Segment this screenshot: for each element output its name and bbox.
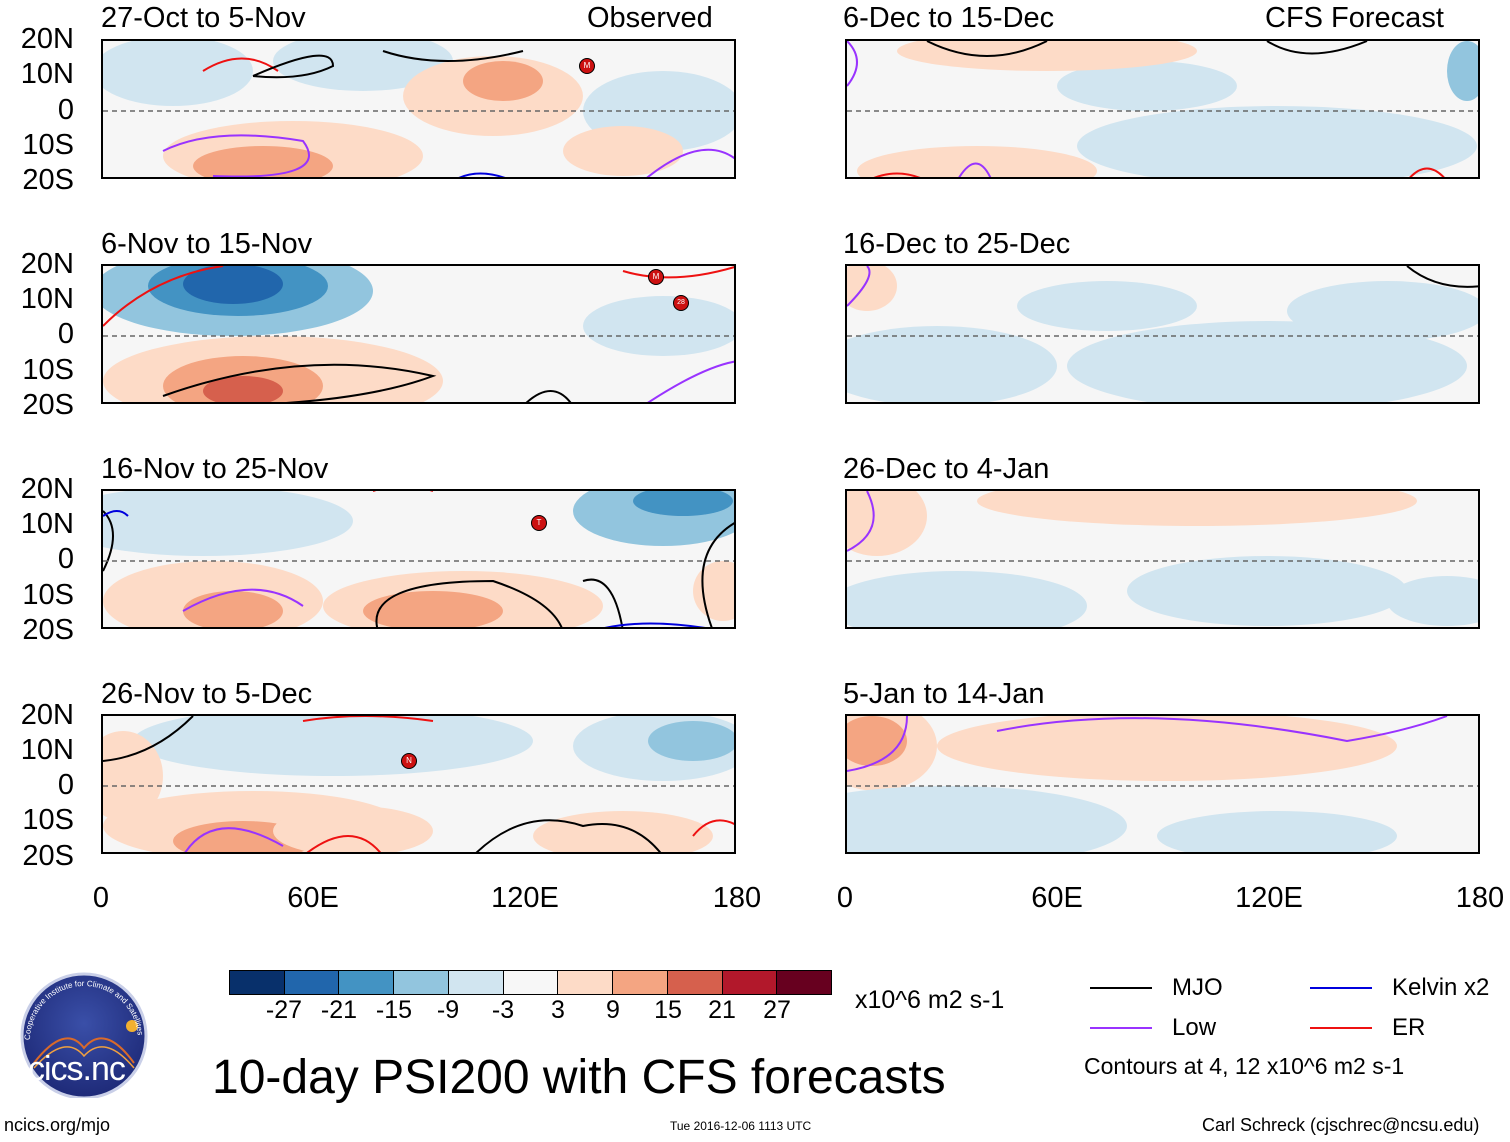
legend-swatch-er: [1310, 1027, 1372, 1029]
map-field: [847, 491, 1478, 627]
map-panel-observed-1: M: [101, 39, 736, 179]
colorbar-cell: [502, 971, 558, 994]
legend-swatch-low: [1090, 1027, 1152, 1029]
lat-label: 10S: [22, 804, 74, 836]
footer-url: ncics.org/mjo: [4, 1115, 111, 1135]
panel-title-3: 16-Nov to 25-Nov: [101, 453, 329, 485]
legend-label-low: Low: [1172, 1014, 1217, 1041]
map-field: [103, 41, 734, 177]
map-field: [847, 41, 1478, 177]
panel-title-1: 27-Oct to 5-Nov: [101, 2, 306, 34]
map-panel-forecast-2: [845, 264, 1480, 404]
lat-label: 20S: [22, 164, 74, 196]
lat-label: 10N: [20, 508, 74, 540]
lon-label: 180: [1455, 882, 1505, 914]
lon-label: 0: [92, 882, 110, 914]
lat-label: 20N: [20, 248, 74, 280]
colorbar-tick: 9: [606, 996, 620, 1024]
map-field: [847, 716, 1478, 852]
colorbar-cell: [666, 971, 722, 994]
map-panel-forecast-4: [845, 714, 1480, 854]
colorbar-cell: [338, 971, 394, 994]
colorbar-ticks: -27 -21 -15 -9 -3 3 9 15 21 27: [229, 998, 832, 1028]
lat-label: 20N: [20, 473, 74, 505]
lat-label: 10S: [22, 579, 74, 611]
map-panel-forecast-1: [845, 39, 1480, 179]
map-field: [847, 266, 1478, 402]
lat-label: 20N: [20, 23, 74, 55]
map-panel-forecast-3: [845, 489, 1480, 629]
lon-label: 60E: [287, 882, 339, 914]
lat-label: 10N: [20, 283, 74, 315]
panel-title-7: 26-Dec to 4-Jan: [843, 453, 1050, 485]
legend-label-mjo: MJO: [1172, 974, 1223, 1001]
lat-label: 10S: [22, 354, 74, 386]
panel-title-6: 16-Dec to 25-Dec: [843, 228, 1071, 260]
observed-label: Observed: [587, 2, 713, 34]
legend-swatch-kelvin: [1310, 987, 1372, 989]
map-field: [103, 716, 734, 852]
lat-label: 10N: [20, 58, 74, 90]
colorbar: [229, 970, 832, 995]
logo-text: cics.nc: [28, 1050, 126, 1088]
cyclone-icon: N: [401, 753, 417, 769]
map-panel-observed-2: M 28: [101, 264, 736, 404]
panel-title-4: 26-Nov to 5-Dec: [101, 678, 313, 710]
colorbar-cell: [393, 971, 448, 994]
cics-logo: Cooperative Institute for Climate and Sa…: [10, 968, 158, 1100]
main-title: 10-day PSI200 with CFS forecasts: [212, 1051, 946, 1104]
colorbar-tick: 3: [551, 996, 565, 1024]
colorbar-units: x10^6 m2 s-1: [855, 986, 1005, 1014]
legend-swatch-mjo: [1090, 987, 1152, 989]
lat-label: 0: [57, 318, 74, 350]
cyclone-icon: M: [579, 58, 595, 74]
colorbar-cell: [447, 971, 503, 994]
lat-label: 0: [57, 94, 74, 126]
lat-label: 0: [57, 543, 74, 575]
lat-label: 20N: [20, 699, 74, 731]
lat-label: 10N: [20, 734, 74, 766]
map-field: [103, 491, 734, 627]
forecast-label: CFS Forecast: [1265, 2, 1444, 34]
lon-label: 0: [836, 882, 854, 914]
panel-title-8: 5-Jan to 14-Jan: [843, 678, 1045, 710]
lat-label: 20S: [22, 840, 74, 872]
panel-title-2: 6-Nov to 15-Nov: [101, 228, 313, 260]
map-field: [103, 266, 734, 402]
lat-label: 10S: [22, 129, 74, 161]
cyclone-icon: M: [648, 269, 664, 285]
lon-label: 180: [712, 882, 762, 914]
footer-author: Carl Schreck (cjschrec@ncsu.edu): [1202, 1115, 1480, 1135]
logo-badge-icon: Cooperative Institute for Climate and Sa…: [20, 972, 148, 1100]
contours-note: Contours at 4, 12 x10^6 m2 s-1: [1084, 1053, 1405, 1079]
colorbar-cell: [230, 971, 284, 994]
cyclone-icon: 28: [673, 295, 689, 311]
colorbar-tick: -21: [320, 996, 358, 1024]
legend-label-kelvin: Kelvin x2: [1392, 974, 1490, 1001]
colorbar-cell: [776, 971, 832, 994]
colorbar-cell: [283, 971, 339, 994]
map-panel-observed-4: N: [101, 714, 736, 854]
lon-label: 120E: [1235, 882, 1303, 914]
lat-label: 20S: [22, 614, 74, 646]
lat-label: 20S: [22, 389, 74, 421]
colorbar-cell: [721, 971, 777, 994]
lon-label: 60E: [1031, 882, 1083, 914]
lon-label: 120E: [491, 882, 559, 914]
colorbar-tick: -9: [436, 996, 460, 1024]
colorbar-cell: [612, 971, 667, 994]
panel-title-5: 6-Dec to 15-Dec: [843, 2, 1055, 34]
colorbar-cell: [557, 971, 613, 994]
colorbar-tick: 21: [708, 996, 736, 1024]
colorbar-tick: -15: [375, 996, 413, 1024]
map-panel-observed-3: T: [101, 489, 736, 629]
lat-label: 0: [57, 769, 74, 801]
colorbar-tick: -3: [491, 996, 515, 1024]
colorbar-tick: 27: [763, 996, 791, 1024]
colorbar-tick: -27: [265, 996, 303, 1024]
legend-label-er: ER: [1392, 1014, 1426, 1041]
footer-timestamp: Tue 2016-12-06 1113 UTC: [670, 1119, 812, 1133]
colorbar-tick: 15: [654, 996, 682, 1024]
cyclone-icon: T: [531, 515, 547, 531]
